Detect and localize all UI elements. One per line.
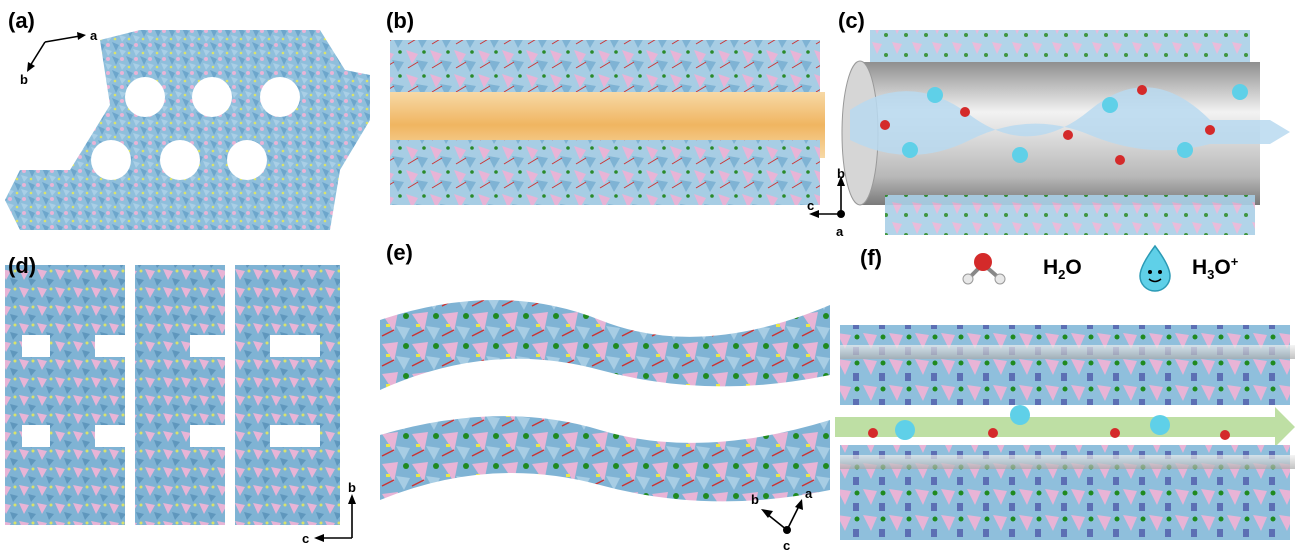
- panel-f-label: (f): [860, 245, 882, 270]
- panel-e: [380, 250, 830, 552]
- panel-e-structure-image: [380, 300, 830, 502]
- axis-label-c: c: [807, 198, 814, 213]
- panel-d-axis-b: b: [348, 480, 356, 495]
- panel-e-axes: b a c: [745, 480, 825, 557]
- panel-a-label: (a): [8, 8, 35, 33]
- axis-label-b: b: [837, 166, 845, 181]
- axis-label-a: a: [836, 224, 844, 239]
- panel-d-axis-c: c: [302, 531, 309, 546]
- legend-water: H2O: [955, 248, 1095, 288]
- panel-a-axis-b: b: [20, 72, 28, 87]
- panel-d-structure-image: [5, 265, 340, 525]
- panel-f: [835, 305, 1295, 552]
- water-formula: H2O: [1043, 256, 1082, 283]
- panel-e-axis-c: c: [783, 538, 790, 553]
- panel-b: [380, 0, 830, 240]
- panel-c-label: (c): [838, 8, 865, 33]
- panel-e-axis-a: a: [805, 486, 813, 501]
- panel-c: [830, 0, 1295, 240]
- panel-b-structure-image: [390, 40, 825, 205]
- panel-d-axes: b c: [300, 480, 370, 555]
- water-molecule-icon: [962, 253, 1006, 285]
- panel-e-label: (e): [386, 240, 413, 265]
- panel-a-axes: a b: [20, 28, 110, 93]
- panel-d: [0, 250, 380, 552]
- legend-hydronium: H3O+: [1130, 244, 1250, 292]
- hydronium-formula: H3O+: [1192, 254, 1239, 283]
- panel-b-axes: b c a: [805, 166, 865, 253]
- hydronium-droplet-icon: [1139, 244, 1171, 292]
- panel-a-structure-image: [5, 30, 370, 230]
- panel-c-illustration: [841, 30, 1290, 235]
- panel-b-label: (b): [386, 8, 415, 33]
- panel-a-axis-a: a: [90, 28, 98, 43]
- panel-a: [0, 0, 380, 240]
- panel-f-illustration: [835, 325, 1295, 540]
- panel-d-label: (d): [8, 253, 37, 278]
- panel-e-axis-b: b: [751, 492, 759, 507]
